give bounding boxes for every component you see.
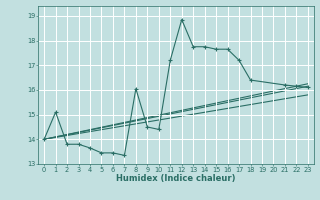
X-axis label: Humidex (Indice chaleur): Humidex (Indice chaleur) bbox=[116, 174, 236, 183]
